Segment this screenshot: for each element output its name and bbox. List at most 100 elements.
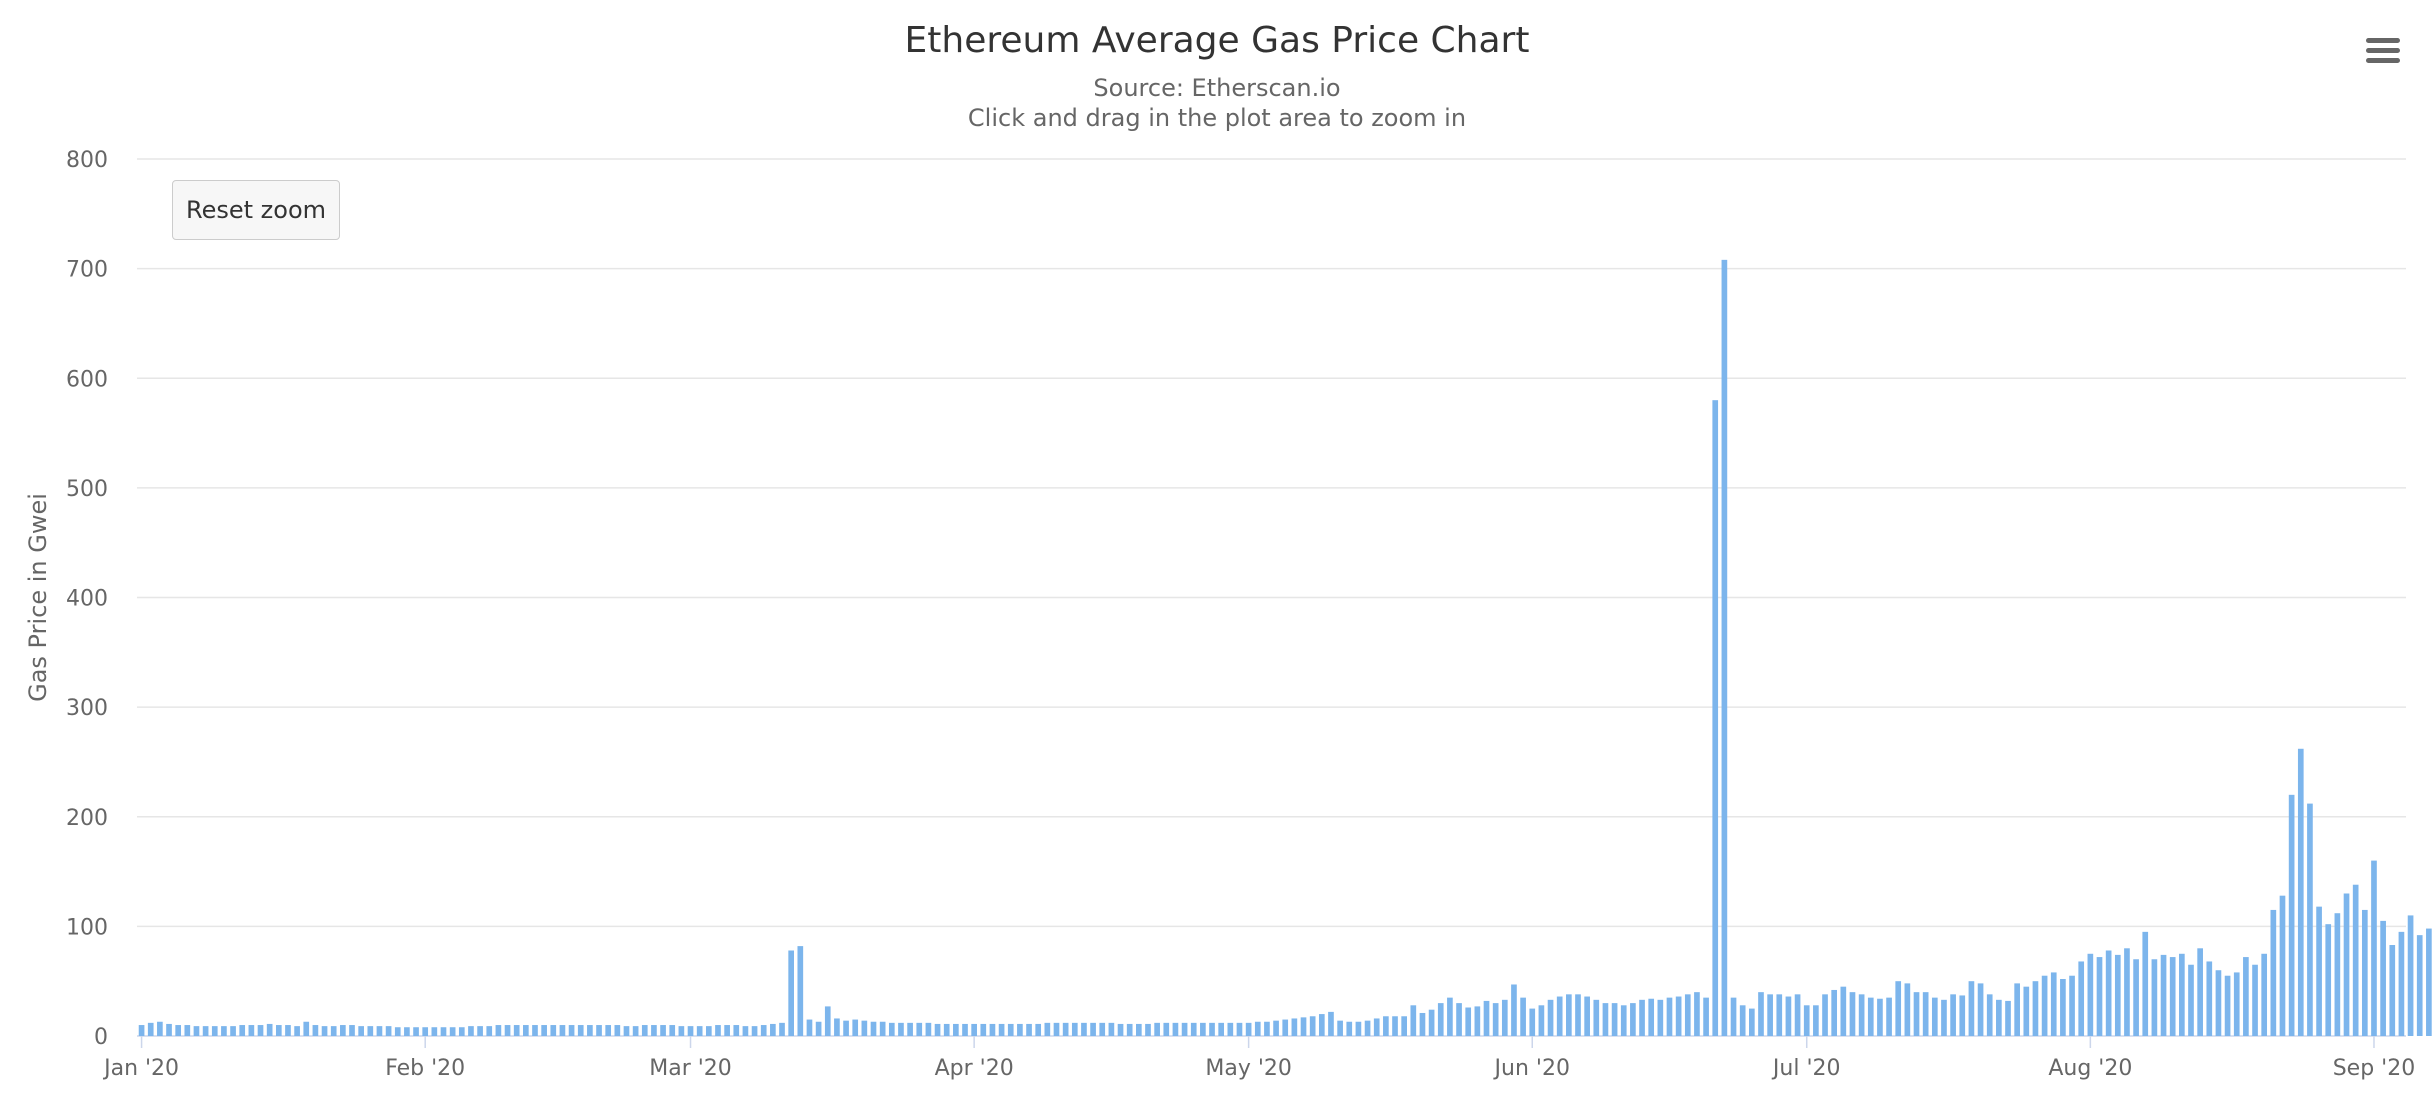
bar[interactable] xyxy=(1849,992,1856,1036)
bar[interactable] xyxy=(2160,954,2167,1036)
bar[interactable] xyxy=(2389,945,2396,1036)
bar[interactable] xyxy=(962,1023,968,1036)
bar[interactable] xyxy=(1895,981,1902,1036)
reset-zoom-button[interactable]: Reset zoom xyxy=(172,180,340,240)
bar[interactable] xyxy=(852,1019,859,1036)
bar[interactable] xyxy=(2050,972,2057,1036)
bar[interactable] xyxy=(193,1026,200,1036)
bar[interactable] xyxy=(1126,1023,1133,1036)
bar[interactable] xyxy=(458,1027,465,1036)
bar[interactable] xyxy=(1858,994,1865,1036)
bar[interactable] xyxy=(2316,906,2322,1036)
bar[interactable] xyxy=(1996,999,2002,1036)
bar[interactable] xyxy=(2060,979,2066,1036)
bar[interactable] xyxy=(2361,909,2368,1036)
bar[interactable] xyxy=(577,1025,584,1036)
bar[interactable] xyxy=(2233,972,2240,1036)
bar[interactable] xyxy=(2142,931,2149,1036)
bar[interactable] xyxy=(1245,1022,1252,1036)
bar[interactable] xyxy=(1730,997,1737,1036)
bar[interactable] xyxy=(2169,957,2176,1036)
bar[interactable] xyxy=(1401,1016,1407,1036)
bar[interactable] xyxy=(1264,1021,1270,1036)
bar[interactable] xyxy=(1392,1016,1398,1036)
bar[interactable] xyxy=(1163,1022,1170,1036)
bar[interactable] xyxy=(696,1026,703,1036)
bar[interactable] xyxy=(1749,1008,1755,1036)
bar[interactable] xyxy=(523,1025,529,1036)
bar[interactable] xyxy=(1767,994,1773,1036)
bar[interactable] xyxy=(440,1027,447,1036)
bar[interactable] xyxy=(2261,953,2268,1036)
bar[interactable] xyxy=(266,1023,273,1036)
bar[interactable] xyxy=(1447,997,1453,1036)
bar[interactable] xyxy=(2188,964,2194,1036)
bar[interactable] xyxy=(724,1025,730,1036)
bar[interactable] xyxy=(1511,984,1517,1036)
bar[interactable] xyxy=(504,1025,511,1036)
bar[interactable] xyxy=(733,1025,740,1036)
bar[interactable] xyxy=(834,1018,840,1036)
bar[interactable] xyxy=(1547,999,1554,1036)
bar[interactable] xyxy=(221,1026,227,1036)
bar[interactable] xyxy=(1108,1022,1115,1036)
bar[interactable] xyxy=(1117,1023,1124,1036)
bar[interactable] xyxy=(1456,1003,1462,1036)
bar[interactable] xyxy=(1758,992,1764,1036)
bar[interactable] xyxy=(486,1026,493,1036)
bar[interactable] xyxy=(998,1023,1005,1036)
bar[interactable] xyxy=(175,1025,182,1036)
bar[interactable] xyxy=(449,1027,456,1036)
bar[interactable] xyxy=(824,1006,831,1036)
bar[interactable] xyxy=(248,1025,255,1036)
bar[interactable] xyxy=(1785,996,1792,1036)
bar[interactable] xyxy=(788,950,794,1036)
bar[interactable] xyxy=(2114,954,2121,1036)
bar[interactable] xyxy=(1062,1022,1069,1036)
bar[interactable] xyxy=(1739,1005,1746,1036)
bar[interactable] xyxy=(2224,975,2231,1036)
bar[interactable] xyxy=(1017,1023,1023,1036)
bar[interactable] xyxy=(413,1027,419,1036)
bar[interactable] xyxy=(2279,895,2286,1036)
bar[interactable] xyxy=(1136,1023,1142,1036)
bar[interactable] xyxy=(1840,986,1847,1036)
bar[interactable] xyxy=(1556,996,1563,1036)
bar[interactable] xyxy=(1053,1022,1060,1036)
bar[interactable] xyxy=(147,1022,154,1036)
bar[interactable] xyxy=(2069,975,2075,1036)
bar[interactable] xyxy=(1620,1005,1627,1036)
bar[interactable] xyxy=(2032,981,2039,1036)
bar[interactable] xyxy=(2087,953,2094,1036)
bar[interactable] xyxy=(559,1025,566,1036)
bar[interactable] xyxy=(2334,913,2341,1036)
bar[interactable] xyxy=(1410,1005,1417,1036)
bar[interactable] xyxy=(513,1025,520,1036)
bar[interactable] xyxy=(211,1026,218,1036)
bar[interactable] xyxy=(230,1026,236,1036)
bar[interactable] xyxy=(651,1025,657,1036)
bar[interactable] xyxy=(2215,970,2222,1036)
bar[interactable] xyxy=(1721,259,1728,1036)
bar[interactable] xyxy=(1630,1003,1636,1036)
hamburger-menu-icon[interactable] xyxy=(2362,34,2402,66)
bar[interactable] xyxy=(2197,948,2203,1036)
bar[interactable] xyxy=(2307,803,2313,1036)
bar[interactable] xyxy=(1831,989,1838,1036)
bar[interactable] xyxy=(1941,999,1947,1036)
bar[interactable] xyxy=(1666,997,1673,1036)
bar[interactable] xyxy=(1090,1022,1096,1036)
bar[interactable] xyxy=(1950,994,1956,1036)
bar[interactable] xyxy=(1904,983,1911,1036)
bar[interactable] xyxy=(1675,996,1682,1036)
bar[interactable] xyxy=(641,1025,648,1036)
bar[interactable] xyxy=(660,1025,666,1036)
bar[interactable] xyxy=(806,1019,813,1036)
bar[interactable] xyxy=(294,1026,300,1036)
bar[interactable] xyxy=(980,1023,987,1036)
bar[interactable] xyxy=(1035,1023,1042,1036)
bar[interactable] xyxy=(1172,1022,1179,1036)
bar[interactable] xyxy=(1346,1021,1353,1036)
bar[interactable] xyxy=(2426,928,2432,1036)
bar[interactable] xyxy=(1712,400,1719,1036)
